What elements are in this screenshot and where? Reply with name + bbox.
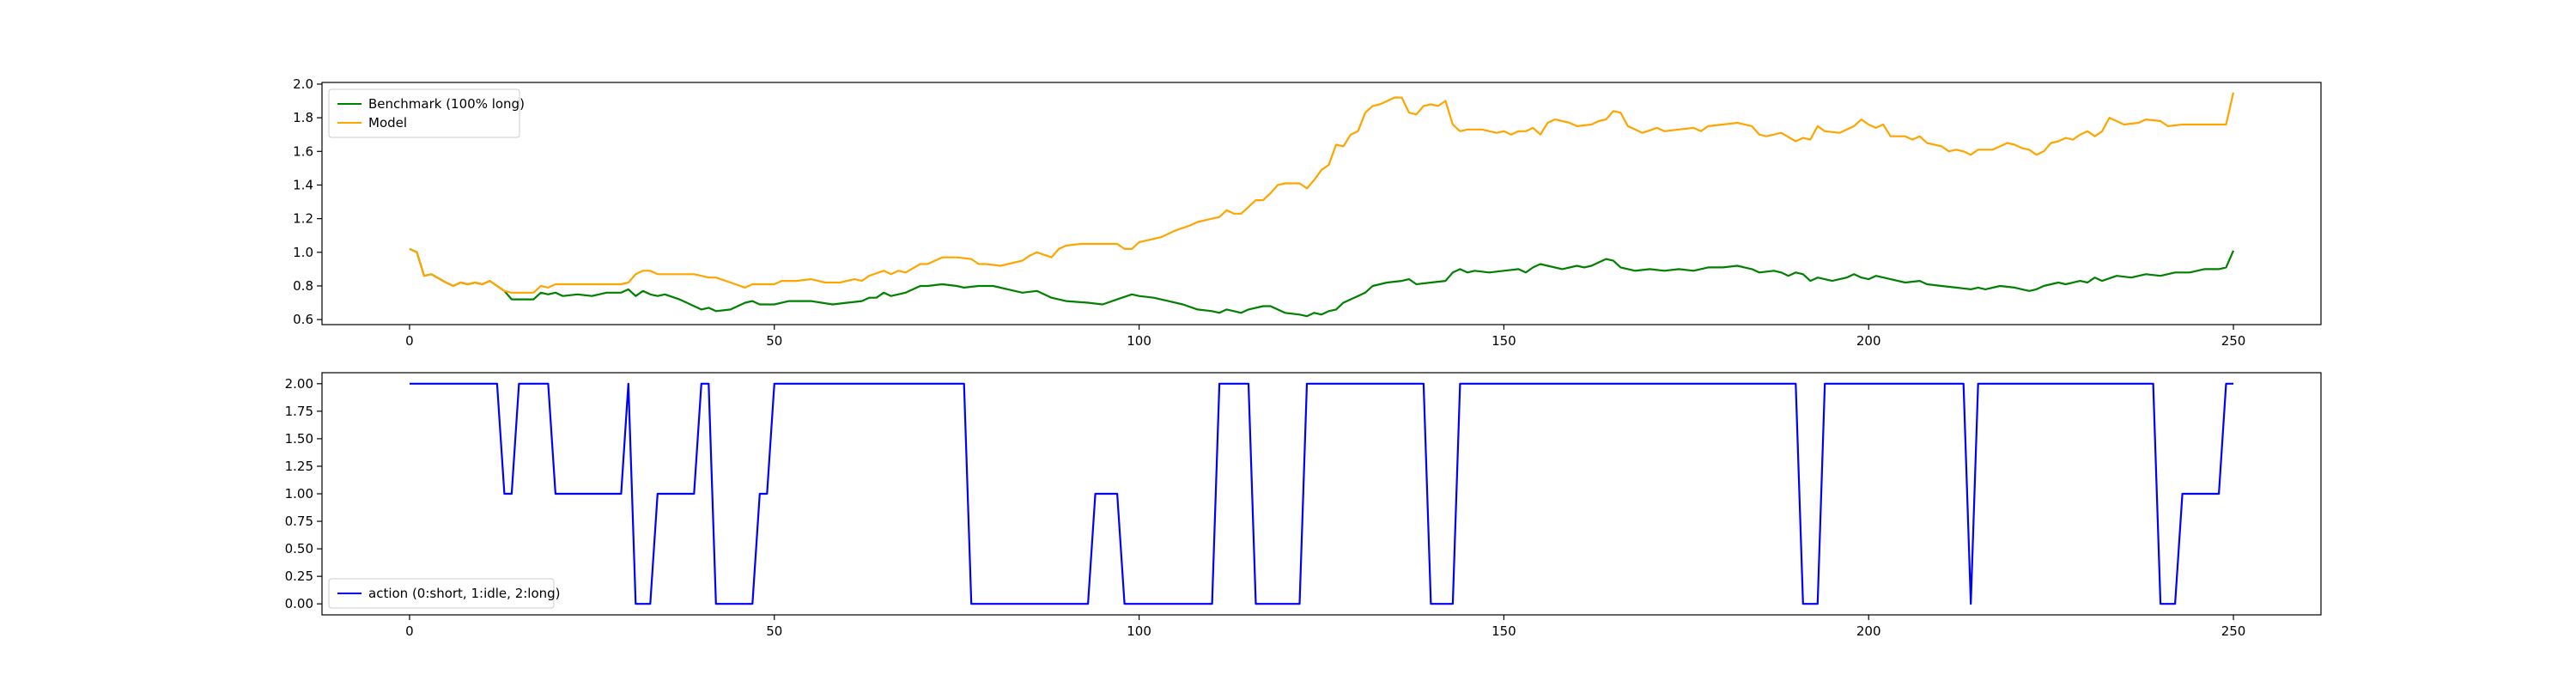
x-tick-label-bottom-250: 250 (2221, 623, 2246, 639)
benchmark-vs-model-chart: 0 50 100 150 200 250 0.6 0.8 1.0 1.2 1.4 1.6 1.8 2.0… (293, 76, 2322, 349)
legend-item-action: action (0:short, 1:idle, 2:long) (337, 586, 561, 601)
y-tick-label-top-4: 1.4 (293, 177, 313, 192)
series-group-top (409, 92, 2235, 318)
y-tick-label-bottom-7: 1.75 (285, 404, 313, 419)
y-tick-label-bottom-8: 2.00 (285, 376, 313, 392)
axes-frame-top (321, 82, 2322, 325)
x-tick-label-top-200: 200 (1856, 333, 1881, 349)
y-tick-label-top-6: 1.8 (293, 110, 313, 125)
y-tick-label-top-7: 2.0 (293, 76, 313, 92)
y-tick-label-bottom-2: 0.50 (285, 541, 313, 556)
series-line-bottom-0 (410, 382, 2233, 605)
legend-bottom: action (0:short, 1:idle, 2:long) (328, 578, 561, 609)
x-tick-label-top-0: 0 (405, 333, 414, 349)
y-tick-label-top-5: 1.6 (293, 143, 313, 159)
action-chart: 0 50 100 150 200 250 0.00 0.25 0.50 0.75 1.00 1.25… (285, 372, 2322, 639)
y-tick-label-bottom-6: 1.50 (285, 431, 313, 447)
legend-item-benchmark: Benchmark (100% long) (337, 96, 525, 112)
x-tick-label-bottom-100: 100 (1127, 623, 1151, 639)
legend-label-action: action (0:short, 1:idle, 2:long) (368, 586, 561, 601)
series-line-top-1 (409, 92, 2235, 294)
x-tick-label-top-250: 250 (2221, 333, 2246, 349)
legend-label-benchmark: Benchmark (100% long) (368, 96, 525, 112)
y-tick-label-top-0: 0.6 (293, 312, 313, 327)
y-axis-ticks-top: 0.6 0.8 1.0 1.2 1.4 1.6 1.8 2.0 (293, 76, 322, 327)
x-tick-label-bottom-0: 0 (405, 623, 414, 639)
y-tick-label-bottom-5: 1.25 (285, 459, 313, 474)
y-tick-label-top-2: 1.0 (293, 245, 313, 260)
x-tick-label-top-150: 150 (1492, 333, 1516, 349)
y-tick-label-top-3: 1.2 (293, 211, 313, 227)
y-tick-label-top-1: 0.8 (293, 278, 313, 294)
axes-frame-bottom (321, 372, 2322, 616)
legend-top: Benchmark (100% long) Model (328, 88, 525, 138)
x-axis-ticks-bottom: 0 50 100 150 200 250 (405, 615, 2245, 639)
y-tick-label-bottom-4: 1.00 (285, 486, 313, 502)
x-tick-label-bottom-150: 150 (1492, 623, 1516, 639)
legend-item-model: Model (337, 115, 407, 131)
x-axis-ticks-top: 0 50 100 150 200 250 (405, 325, 2245, 349)
legend-label-model: Model (368, 115, 407, 131)
x-tick-label-bottom-200: 200 (1856, 623, 1881, 639)
y-tick-label-bottom-3: 0.75 (285, 514, 313, 529)
series-group-bottom (410, 382, 2233, 605)
legend-box-bottom (328, 578, 555, 609)
y-tick-label-bottom-0: 0.00 (285, 596, 313, 611)
legend-box-top (328, 88, 520, 138)
y-tick-label-bottom-1: 0.25 (285, 568, 313, 584)
y-axis-ticks-bottom: 0.00 0.25 0.50 0.75 1.00 1.25 1.50 1.75 2.00 (285, 376, 322, 611)
x-tick-label-top-100: 100 (1127, 333, 1151, 349)
series-line-top-0 (409, 247, 2235, 318)
x-tick-label-top-50: 50 (766, 333, 782, 349)
x-tick-label-bottom-50: 50 (766, 623, 782, 639)
